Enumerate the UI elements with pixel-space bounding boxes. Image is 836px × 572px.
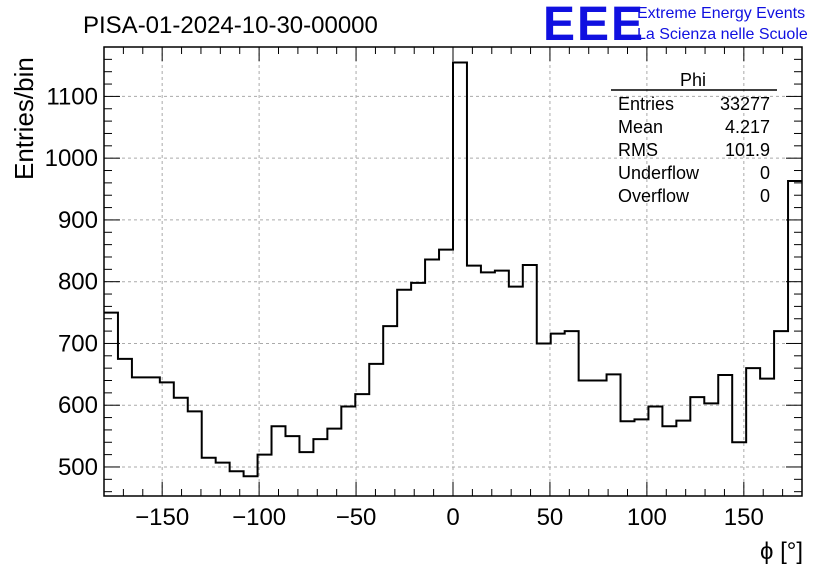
x-tick-label-2: −50 [336,504,377,531]
axes [103,46,803,497]
x-tick-label-1: −100 [232,504,286,531]
stats-label-mean: Mean [618,117,663,137]
y-tick-label-2: 700 [58,330,98,357]
x-tick-label-3: 0 [446,504,459,531]
y-tick-label-3: 800 [58,269,98,296]
eee-logo-line1: Extreme Energy Events [637,5,805,22]
x-tick-label-0: −150 [135,504,189,531]
y-axis-label: Entries/bin [9,57,39,180]
histogram-series [104,61,802,478]
eee-logo-mark: EEE [543,0,645,51]
y-tick-label-4: 900 [58,207,98,234]
y-tick-label-0: 500 [58,454,98,481]
x-tick-labels: −150 −100 −50 0 50 100 150 [135,504,764,531]
stats-label-rms: RMS [618,140,658,160]
x-tick-label-5: 100 [627,504,667,531]
y-tick-label-6: 1100 [46,83,98,110]
y-tick-label-1: 600 [58,392,98,419]
x-tick-label-6: 150 [724,504,764,531]
chart-title: PISA-01-2024-10-30-00000 [83,12,378,39]
stats-value-overflow: 0 [760,186,770,206]
x-axis-label: ϕ [°] [760,538,803,565]
stats-box: Phi Entries 33277 Mean 4.217 RMS 101.9 Underfl… [611,70,777,206]
stats-value-rms: 101.9 [725,140,770,160]
eee-logo: EEE Extreme Energy Events La Scienza nel… [543,0,808,51]
y-tick-label-5: 1000 [45,145,98,172]
stats-label-underflow: Underflow [618,163,700,183]
histogram-line [104,61,802,478]
stats-value-entries: 33277 [720,94,770,114]
stats-value-mean: 4.217 [725,117,770,137]
stats-rows: Entries 33277 Mean 4.217 RMS 101.9 Underflow 0 O… [618,94,770,206]
eee-logo-line2: La Scienza nelle Scuole [637,26,808,43]
stats-label-overflow: Overflow [618,186,690,206]
x-tick-label-4: 50 [537,504,564,531]
stats-value-underflow: 0 [760,163,770,183]
y-tick-labels: 500 600 700 800 900 1000 1100 [45,83,98,481]
stats-box-title: Phi [680,70,706,90]
stats-label-entries: Entries [618,94,674,114]
